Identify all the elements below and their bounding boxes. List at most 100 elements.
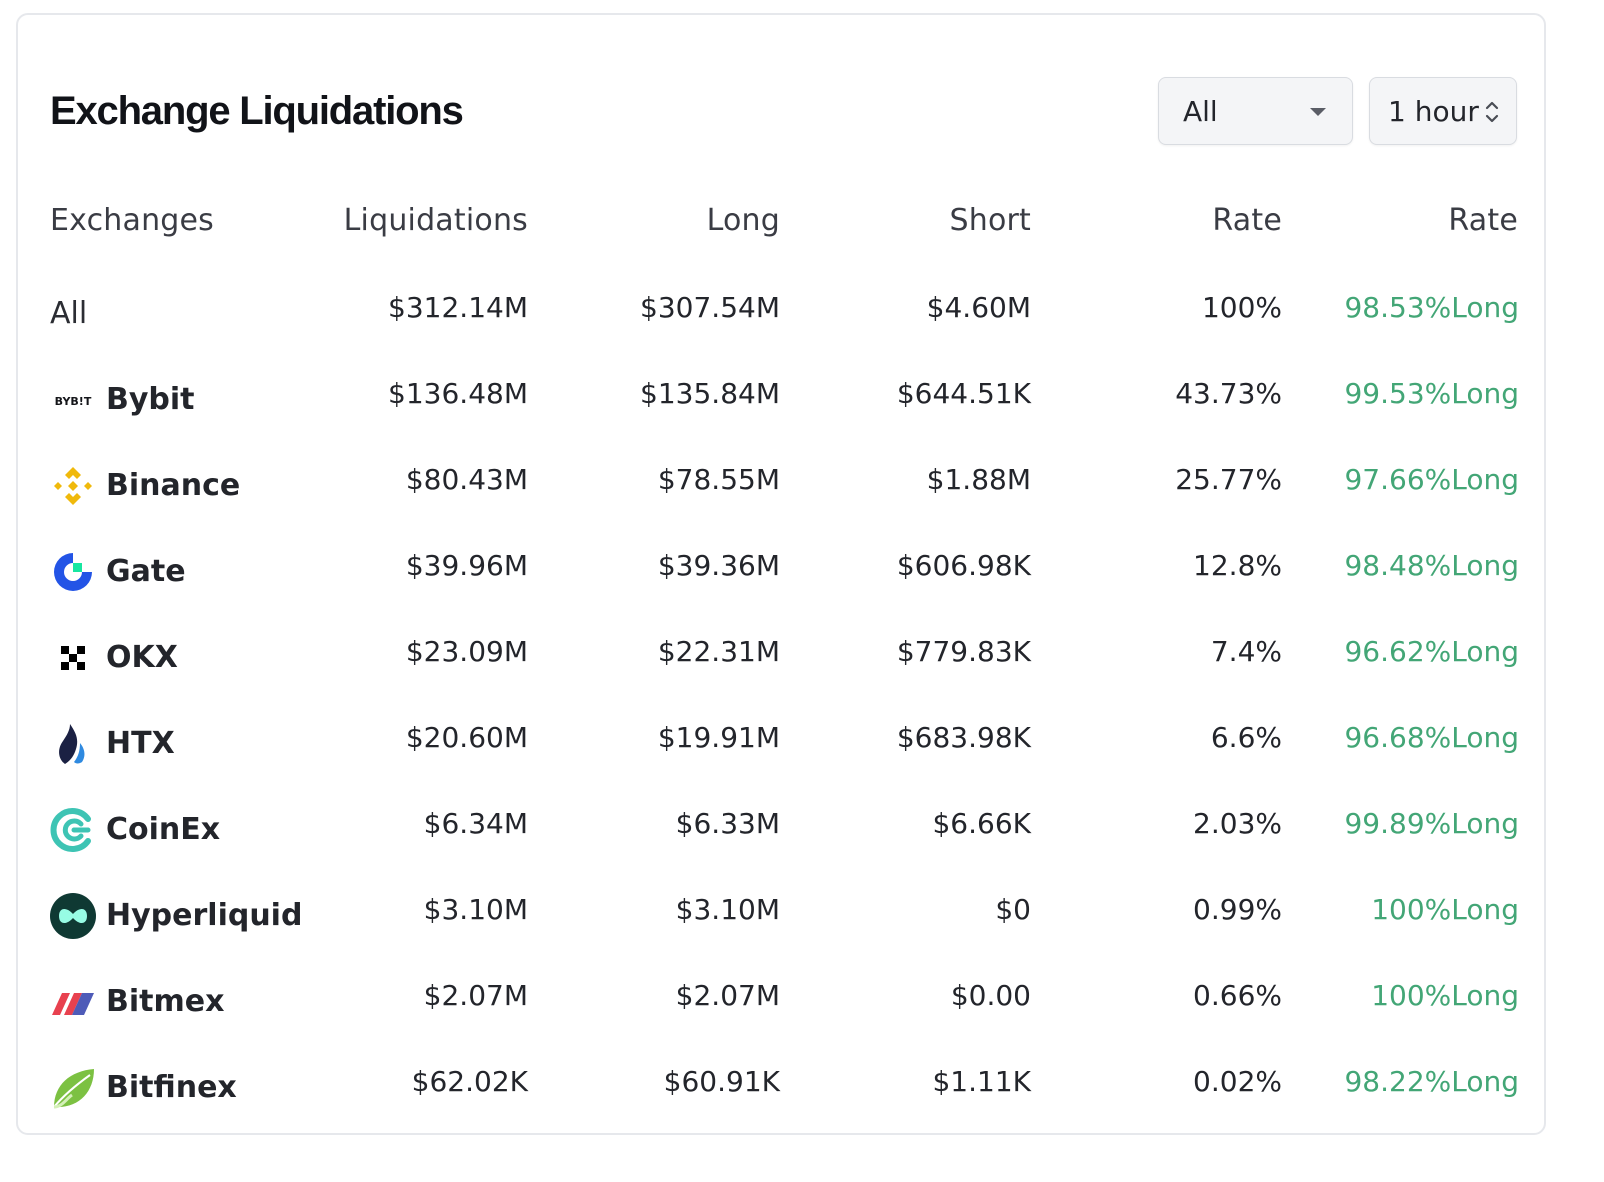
- table-row[interactable]: BYB!T Bybit $136.48M $135.84M $644.51K 4…: [50, 374, 1519, 460]
- liquidations-value: $39.96M: [405, 549, 528, 582]
- long-value: $135.84M: [640, 377, 780, 410]
- exchange-name: Gate: [106, 554, 186, 589]
- long-rate-value: 96.62%Long: [1344, 635, 1519, 668]
- long-rate-value: 96.68%Long: [1344, 721, 1519, 754]
- short-value: $6.66K: [932, 807, 1031, 840]
- long-value: $39.36M: [657, 549, 780, 582]
- time-range-value: 1 hour: [1388, 94, 1479, 128]
- rate-value: 12.8%: [1193, 549, 1282, 582]
- column-header-rate: Rate: [1212, 203, 1282, 238]
- long-rate-value: 100%Long: [1371, 893, 1519, 926]
- exchange-name: Bybit: [106, 382, 195, 417]
- short-value: $644.51K: [896, 377, 1031, 410]
- exchange-cell: Hyperliquid: [50, 893, 303, 939]
- long-rate-value: 98.53%Long: [1344, 291, 1519, 324]
- column-header-exchanges: Exchanges: [50, 203, 215, 238]
- bybit-logo-icon: BYB!T: [50, 377, 96, 423]
- hyperliquid-logo-icon: [50, 893, 96, 939]
- rate-value: 2.03%: [1193, 807, 1282, 840]
- liquidations-value: $312.14M: [388, 291, 528, 324]
- liquidations-value: $23.09M: [405, 635, 528, 668]
- rate-value: 25.77%: [1175, 463, 1282, 496]
- long-value: $60.91K: [663, 1065, 780, 1098]
- exchange-cell: Bitmex: [50, 982, 224, 1022]
- caret-down-icon: [1310, 108, 1326, 116]
- rate-value: 100%: [1201, 291, 1282, 324]
- table-row[interactable]: HTX $20.60M $19.91M $683.98K 6.6% 96.68%…: [50, 718, 1519, 804]
- short-value: $683.98K: [896, 721, 1031, 754]
- table-row[interactable]: Binance $80.43M $78.55M $1.88M 25.77% 97…: [50, 460, 1519, 546]
- svg-text:BYB!T: BYB!T: [55, 395, 92, 408]
- short-value: $0: [995, 893, 1031, 926]
- exchange-name: HTX: [106, 726, 175, 761]
- rate-value: 0.02%: [1193, 1065, 1282, 1098]
- rate-value: 0.66%: [1193, 979, 1282, 1012]
- long-value: $6.33M: [675, 807, 780, 840]
- exchange-cell: Gate: [50, 552, 186, 592]
- long-value: $3.10M: [675, 893, 780, 926]
- rate-value: 6.6%: [1210, 721, 1282, 754]
- exchange-name: Hyperliquid: [106, 898, 303, 933]
- time-range-select[interactable]: 1 hour: [1369, 77, 1517, 145]
- short-value: $606.98K: [896, 549, 1031, 582]
- table-row[interactable]: All $312.14M $307.54M $4.60M 100% 98.53%…: [50, 288, 1519, 374]
- column-header-liquidations: Liquidations: [343, 203, 528, 238]
- table-row[interactable]: OKX $23.09M $22.31M $779.83K 7.4% 96.62%…: [50, 632, 1519, 718]
- exchange-cell: BYB!T Bybit: [50, 380, 195, 420]
- bitfinex-logo-icon: [50, 1065, 96, 1111]
- exchange-name: All: [50, 296, 88, 331]
- exchange-cell: HTX: [50, 724, 175, 764]
- liquidations-value: $20.60M: [405, 721, 528, 754]
- exchange-cell: Bitfinex: [50, 1065, 237, 1111]
- long-rate-value: 100%Long: [1371, 979, 1519, 1012]
- table-row[interactable]: Bitfinex $62.02K $60.91K $1.11K 0.02% 98…: [50, 1062, 1519, 1148]
- long-rate-value: 98.22%Long: [1344, 1065, 1519, 1098]
- liquidations-value: $62.02K: [411, 1065, 528, 1098]
- long-rate-value: 97.66%Long: [1344, 463, 1519, 496]
- bitmex-logo-icon: [50, 979, 96, 1025]
- exchange-name: CoinEx: [106, 812, 221, 847]
- liquidations-value: $2.07M: [423, 979, 528, 1012]
- exchange-name: Bitfinex: [106, 1070, 237, 1105]
- exchange-name: OKX: [106, 640, 178, 675]
- table-row[interactable]: Gate $39.96M $39.36M $606.98K 12.8% 98.4…: [50, 546, 1519, 632]
- table-row[interactable]: Bitmex $2.07M $2.07M $0.00 0.66% 100%Lon…: [50, 976, 1519, 1062]
- coinex-logo-icon: [50, 807, 96, 853]
- exchange-filter-select[interactable]: All: [1158, 77, 1353, 145]
- long-value: $2.07M: [675, 979, 780, 1012]
- exchange-filter-value: All: [1183, 94, 1218, 128]
- column-header-long-rate: Rate: [1448, 203, 1518, 238]
- short-value: $779.83K: [896, 635, 1031, 668]
- gate-logo-icon: [50, 549, 96, 595]
- long-value: $19.91M: [657, 721, 780, 754]
- long-value: $78.55M: [657, 463, 780, 496]
- chevron-up-down-icon: [1485, 101, 1499, 123]
- rate-value: 43.73%: [1175, 377, 1282, 410]
- rate-value: 7.4%: [1210, 635, 1282, 668]
- column-header-short: Short: [949, 203, 1031, 238]
- rate-value: 0.99%: [1193, 893, 1282, 926]
- htx-logo-icon: [50, 721, 96, 767]
- page-title: Exchange Liquidations: [50, 89, 464, 133]
- long-rate-value: 99.53%Long: [1344, 377, 1519, 410]
- okx-logo-icon: [50, 635, 96, 681]
- exchange-cell: CoinEx: [50, 807, 221, 853]
- exchange-cell: OKX: [50, 638, 178, 678]
- table-row[interactable]: CoinEx $6.34M $6.33M $6.66K 2.03% 99.89%…: [50, 804, 1519, 890]
- long-rate-value: 99.89%Long: [1344, 807, 1519, 840]
- binance-logo-icon: [50, 463, 96, 509]
- long-value: $22.31M: [657, 635, 780, 668]
- liquidations-value: $6.34M: [423, 807, 528, 840]
- exchange-name: Binance: [106, 468, 241, 503]
- short-value: $1.88M: [926, 463, 1031, 496]
- exchange-liquidations-card: Exchange Liquidations All 1 hour Exchang…: [16, 13, 1546, 1135]
- long-value: $307.54M: [640, 291, 780, 324]
- column-header-long: Long: [706, 203, 780, 238]
- table-header: Exchanges Liquidations Long Short Rate R…: [50, 203, 1518, 251]
- exchange-cell: All: [50, 294, 87, 334]
- short-value: $1.11K: [932, 1065, 1031, 1098]
- table-row[interactable]: Hyperliquid $3.10M $3.10M $0 0.99% 100%L…: [50, 890, 1519, 976]
- exchange-name: Bitmex: [106, 984, 225, 1019]
- liquidations-value: $136.48M: [388, 377, 528, 410]
- exchange-cell: Binance: [50, 466, 240, 506]
